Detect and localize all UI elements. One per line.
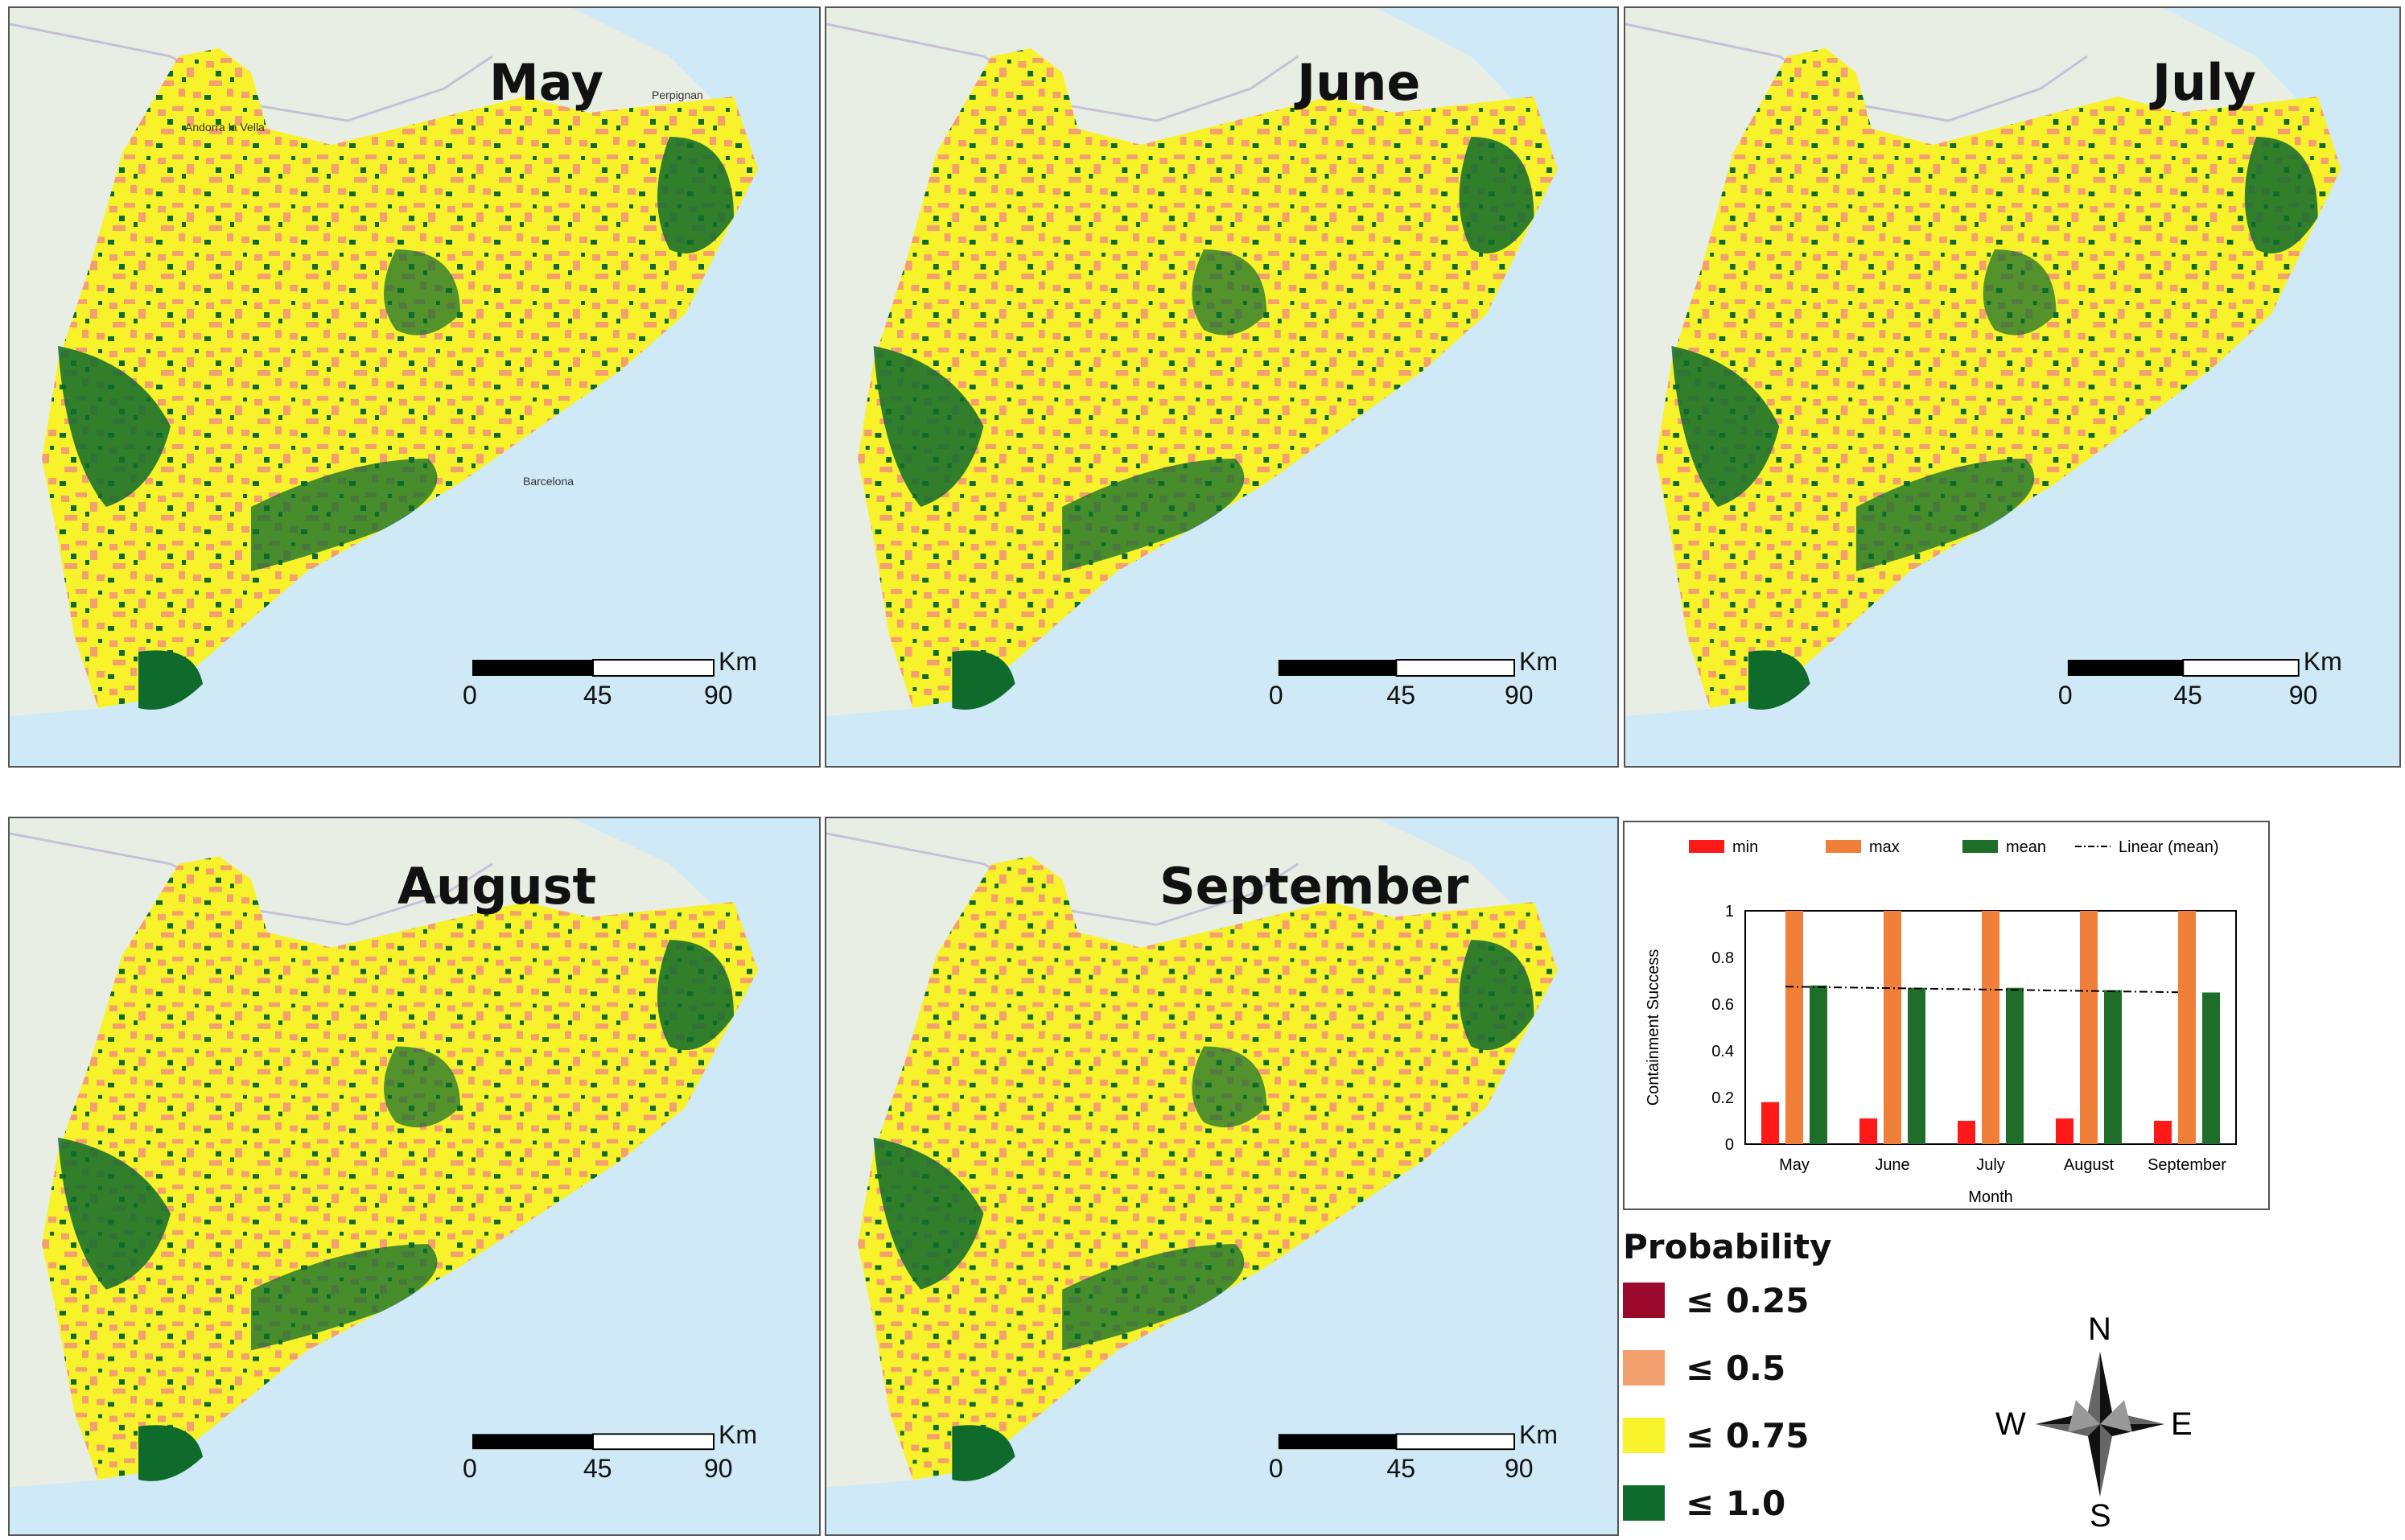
bar-mean: [1810, 985, 1827, 1144]
map-panel-may: May: [8, 6, 821, 768]
y-tick-label: 0.2: [1711, 1089, 1734, 1107]
probability-legend: Probability ≤ 0.25 ≤ 0.5 ≤ 0.75 ≤ 1.0: [1623, 1227, 1831, 1537]
legend-item: ≤ 0.5: [1623, 1334, 1831, 1402]
scale-tick-label: 90: [704, 681, 733, 710]
legend-item: ≤ 0.25: [1623, 1266, 1831, 1334]
legend-swatch-2: [1623, 1418, 1665, 1453]
scale-tick-label: 45: [583, 681, 612, 710]
scale-tick-label: 0: [1268, 681, 1283, 710]
legend-label: ≤ 0.75: [1686, 1415, 1810, 1456]
compass-e: E: [2171, 1406, 2193, 1442]
place-label-andorra: Andorra la Vella: [185, 121, 265, 134]
legend-swatch-1: [1623, 1350, 1665, 1386]
y-tick-label: 0.4: [1711, 1043, 1734, 1060]
scale-tick-label: 45: [1386, 681, 1416, 710]
bar-min: [1958, 1121, 1975, 1144]
compass-n: N: [2088, 1311, 2111, 1347]
bar-mean: [2006, 987, 2024, 1144]
bar-max: [1785, 911, 1803, 1144]
bar-max: [2178, 911, 2196, 1144]
catalonia-map-june: [826, 8, 1617, 766]
scale-tick-label: 90: [2288, 681, 2318, 710]
bar-mean: [2104, 990, 2122, 1144]
trendline-linear-mean: [1785, 986, 2179, 994]
legend-swatch-0: [1623, 1283, 1665, 1318]
scale-tick-label: 90: [1504, 1454, 1534, 1484]
legend-label: ≤ 1.0: [1686, 1483, 1786, 1523]
scale-tick-label: 45: [583, 1454, 612, 1484]
bar-min: [1761, 1101, 1779, 1144]
scale-unit-label: Km: [1518, 647, 1558, 676]
bar-max: [1982, 911, 1999, 1144]
bar-mean: [2202, 992, 2220, 1144]
place-label-perpignan: Perpignan: [652, 89, 703, 101]
legend-title: Probability: [1623, 1227, 1832, 1266]
place-label-barcelona: Barcelona: [523, 475, 574, 488]
y-axis-label: Containment Success: [1645, 949, 1662, 1106]
bar-max: [2080, 911, 2098, 1144]
compass-s: S: [2090, 1498, 2111, 1534]
legend-label: ≤ 0.25: [1686, 1280, 1810, 1320]
legend-label: min: [1732, 838, 1758, 856]
scale-unit-label: Km: [2303, 647, 2342, 676]
x-tick-label: May: [1779, 1156, 1810, 1174]
catalonia-map-july: [1625, 8, 2399, 766]
scale-tick-label: 90: [1504, 681, 1534, 710]
bar-max: [1884, 911, 1901, 1144]
legend-swatch-mean: [1962, 840, 1998, 853]
map-panel-july: July: [1624, 6, 2401, 768]
scale-unit-label: Km: [719, 1420, 757, 1450]
month-title: August: [397, 857, 597, 916]
chart-svg: 0 0.2 0.4 0.6 0.8 1 Containment Success May June…: [1645, 838, 2237, 1206]
catalonia-map-may: [10, 8, 819, 766]
legend-swatch-max: [1826, 840, 1861, 853]
x-axis-label: Month: [1968, 1188, 2013, 1206]
x-tick-label: June: [1875, 1156, 1909, 1174]
y-tick-label: 1: [1725, 903, 1734, 920]
scale-tick-label: 0: [463, 681, 477, 710]
month-title: May: [489, 53, 604, 112]
bar-mean: [1908, 987, 1925, 1144]
legend-item: ≤ 0.75: [1623, 1402, 1831, 1469]
compass-rose-icon: [2036, 1352, 2164, 1497]
x-tick-label: August: [2064, 1156, 2115, 1174]
legend-label: mean: [2006, 838, 2046, 856]
catalonia-map-august: [10, 818, 819, 1534]
month-title: June: [1297, 53, 1421, 112]
map-panel-september: September: [825, 817, 1619, 1536]
scale-tick-label: 45: [1386, 1454, 1416, 1484]
scale-tick-label: 0: [2057, 681, 2073, 710]
legend-item: ≤ 1.0: [1623, 1469, 1831, 1537]
map-panel-june: June: [825, 6, 1619, 768]
map-panel-august: August: [8, 817, 821, 1536]
catalonia-map-september: [826, 818, 1617, 1534]
scale-tick-label: 90: [704, 1454, 733, 1484]
legend-label: Linear (mean): [2119, 838, 2219, 856]
legend-label: ≤ 0.5: [1686, 1348, 1786, 1388]
scale-unit-label: Km: [1518, 1420, 1558, 1450]
month-title: September: [1159, 857, 1469, 916]
scale-tick-label: 0: [463, 1454, 477, 1484]
scale-unit-label: Km: [719, 647, 757, 676]
north-arrow-compass: N S W E: [1979, 1311, 2221, 1540]
compass-w: W: [1995, 1406, 2026, 1442]
scale-tick-label: 0: [1268, 1454, 1283, 1484]
bar-min: [2154, 1121, 2172, 1144]
bar-min: [2056, 1118, 2073, 1144]
legend-swatch-3: [1623, 1485, 1665, 1521]
legend-swatch-min: [1689, 840, 1724, 853]
y-tick-label: 0.8: [1711, 949, 1734, 967]
x-tick-label: July: [1976, 1156, 2005, 1174]
bar-min: [1859, 1118, 1877, 1144]
scale-tick-label: 45: [2173, 681, 2202, 710]
y-tick-label: 0: [1725, 1136, 1734, 1154]
x-tick-label: September: [2148, 1156, 2226, 1174]
y-tick-label: 0.6: [1711, 996, 1734, 1014]
month-title: July: [2152, 53, 2256, 112]
legend-label: max: [1869, 838, 1900, 856]
containment-chart: 0 0.2 0.4 0.6 0.8 1 Containment Success May June…: [1623, 821, 2270, 1210]
